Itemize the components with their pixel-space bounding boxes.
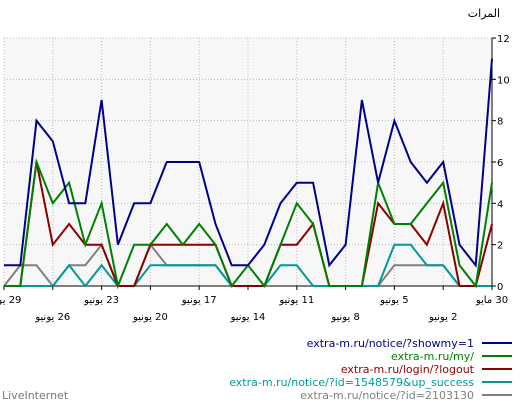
x-tick-label: 26 يونيو <box>34 312 70 323</box>
y-tick-label: 2 <box>497 241 503 252</box>
x-tick-label: 23 يونيو <box>83 295 119 306</box>
x-tick-label: 2 يونيو <box>428 312 457 323</box>
x-tick-label: 14 يونيو <box>230 312 266 323</box>
legend-label: extra-m.ru/my/ <box>391 350 474 363</box>
brand-label: LiveInternet <box>2 389 69 402</box>
x-tick-label: 29 يونيو <box>0 295 21 306</box>
y-tick-label: 8 <box>497 117 503 128</box>
x-tick-label: 30 مايو <box>475 295 508 306</box>
legend-label: extra-m.ru/notice/?id=1548579&up_success <box>229 376 474 389</box>
x-tick-label: 20 يونيو <box>132 312 168 323</box>
legend: extra-m.ru/notice/?showmy=1extra-m.ru/my… <box>229 337 512 402</box>
series-line <box>4 58 493 268</box>
y-axis-ticks: 0 2 4 6 8 10 12 <box>492 34 510 293</box>
x-tick-label: 5 يونيو <box>379 295 408 306</box>
x-tick-label: 8 يونيو <box>330 312 359 323</box>
y-tick-label: 4 <box>497 199 503 210</box>
y-tick-label: 0 <box>497 282 503 293</box>
x-tick-label: 11 يونيو <box>278 295 314 306</box>
y-tick-label: 12 <box>497 34 510 45</box>
legend-label: extra-m.ru/notice/?id=2103130 <box>300 389 474 402</box>
x-axis-ticks: 30 مايو 2 يونيو 5 يونيو 8 يونيو 11 يونيو 14 ي… <box>0 286 508 323</box>
y-axis-title: المرات <box>468 7 500 20</box>
y-tick-label: 10 <box>497 75 510 86</box>
x-tick-label: 17 يونيو <box>181 295 217 306</box>
legend-label: extra-m.ru/notice/?showmy=1 <box>307 337 474 350</box>
y-tick-label: 6 <box>497 158 503 169</box>
legend-label: extra-m.ru/login/?logout <box>341 363 475 376</box>
